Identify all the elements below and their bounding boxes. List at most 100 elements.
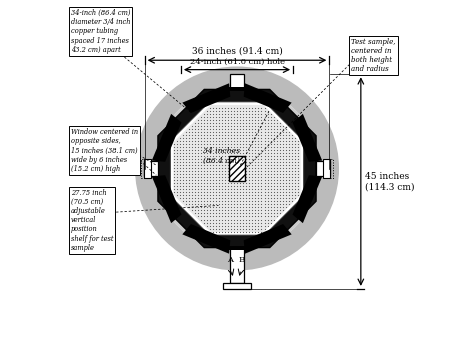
Point — [191, 202, 199, 207]
Point — [239, 159, 247, 165]
Point — [203, 202, 211, 207]
Point — [258, 208, 265, 213]
Point — [212, 190, 220, 195]
Point — [203, 114, 211, 120]
Point — [188, 190, 196, 195]
Point — [225, 132, 232, 137]
Point — [191, 150, 199, 156]
Point — [264, 135, 271, 141]
Point — [237, 190, 244, 195]
Point — [225, 196, 232, 201]
Point — [270, 193, 277, 198]
Point — [243, 132, 250, 137]
Point — [212, 144, 220, 150]
Point — [237, 147, 244, 153]
Point — [239, 184, 247, 189]
Point — [234, 217, 241, 222]
Point — [270, 156, 277, 162]
Point — [282, 159, 290, 165]
Point — [173, 147, 181, 153]
Point — [210, 129, 217, 134]
Point — [212, 172, 220, 177]
Point — [261, 175, 268, 180]
Point — [258, 114, 265, 120]
Point — [197, 153, 205, 159]
Point — [219, 111, 226, 117]
Point — [276, 141, 283, 147]
Point — [219, 175, 226, 180]
Point — [206, 211, 214, 216]
Point — [249, 223, 256, 228]
Point — [237, 214, 244, 219]
Point — [219, 202, 226, 207]
Point — [252, 144, 259, 150]
Point — [228, 111, 235, 117]
Point — [255, 111, 262, 117]
Point — [246, 165, 253, 171]
Point — [267, 153, 274, 159]
Point — [188, 196, 196, 201]
Point — [264, 150, 271, 156]
Point — [267, 123, 274, 129]
Point — [179, 156, 187, 162]
Point — [264, 208, 271, 213]
Point — [267, 117, 274, 123]
Point — [252, 123, 259, 129]
Point — [264, 159, 271, 165]
Point — [228, 223, 235, 228]
Point — [215, 111, 223, 117]
Point — [285, 187, 292, 192]
Point — [210, 105, 217, 111]
Point — [194, 181, 202, 186]
Point — [276, 184, 283, 189]
Point — [261, 220, 268, 225]
Point — [206, 144, 214, 150]
Point — [239, 138, 247, 144]
Bar — [144, 161, 158, 176]
Point — [210, 123, 217, 129]
Point — [215, 229, 223, 234]
Point — [288, 147, 295, 153]
Point — [206, 226, 214, 231]
Point — [249, 217, 256, 222]
Point — [288, 199, 295, 204]
Point — [206, 208, 214, 213]
Point — [264, 126, 271, 131]
Point — [191, 120, 199, 126]
Point — [252, 159, 259, 165]
Point — [258, 159, 265, 165]
Point — [203, 153, 211, 159]
Point — [212, 220, 220, 225]
Point — [243, 190, 250, 195]
Point — [210, 126, 217, 131]
Point — [239, 108, 247, 114]
Point — [270, 132, 277, 137]
Point — [239, 144, 247, 150]
Point — [173, 165, 181, 171]
Point — [201, 132, 208, 137]
Point — [239, 193, 247, 198]
Point — [230, 111, 238, 117]
Point — [255, 181, 262, 186]
Point — [191, 168, 199, 174]
Point — [255, 202, 262, 207]
Point — [264, 202, 271, 207]
Point — [228, 141, 235, 147]
Point — [215, 168, 223, 174]
Point — [188, 126, 196, 131]
Point — [182, 144, 190, 150]
Point — [234, 193, 241, 198]
Point — [197, 205, 205, 210]
Point — [237, 184, 244, 189]
Point — [197, 117, 205, 123]
Point — [201, 135, 208, 141]
Point — [255, 165, 262, 171]
Point — [258, 211, 265, 216]
Point — [239, 220, 247, 225]
Point — [237, 135, 244, 141]
Point — [239, 178, 247, 183]
Point — [182, 199, 190, 204]
Point — [252, 229, 259, 234]
Point — [206, 220, 214, 225]
Text: 27.75 inch
(70.5 cm)
adjustable
vertical
position
shelf for test
sample: 27.75 inch (70.5 cm) adjustable vertical… — [71, 189, 113, 252]
